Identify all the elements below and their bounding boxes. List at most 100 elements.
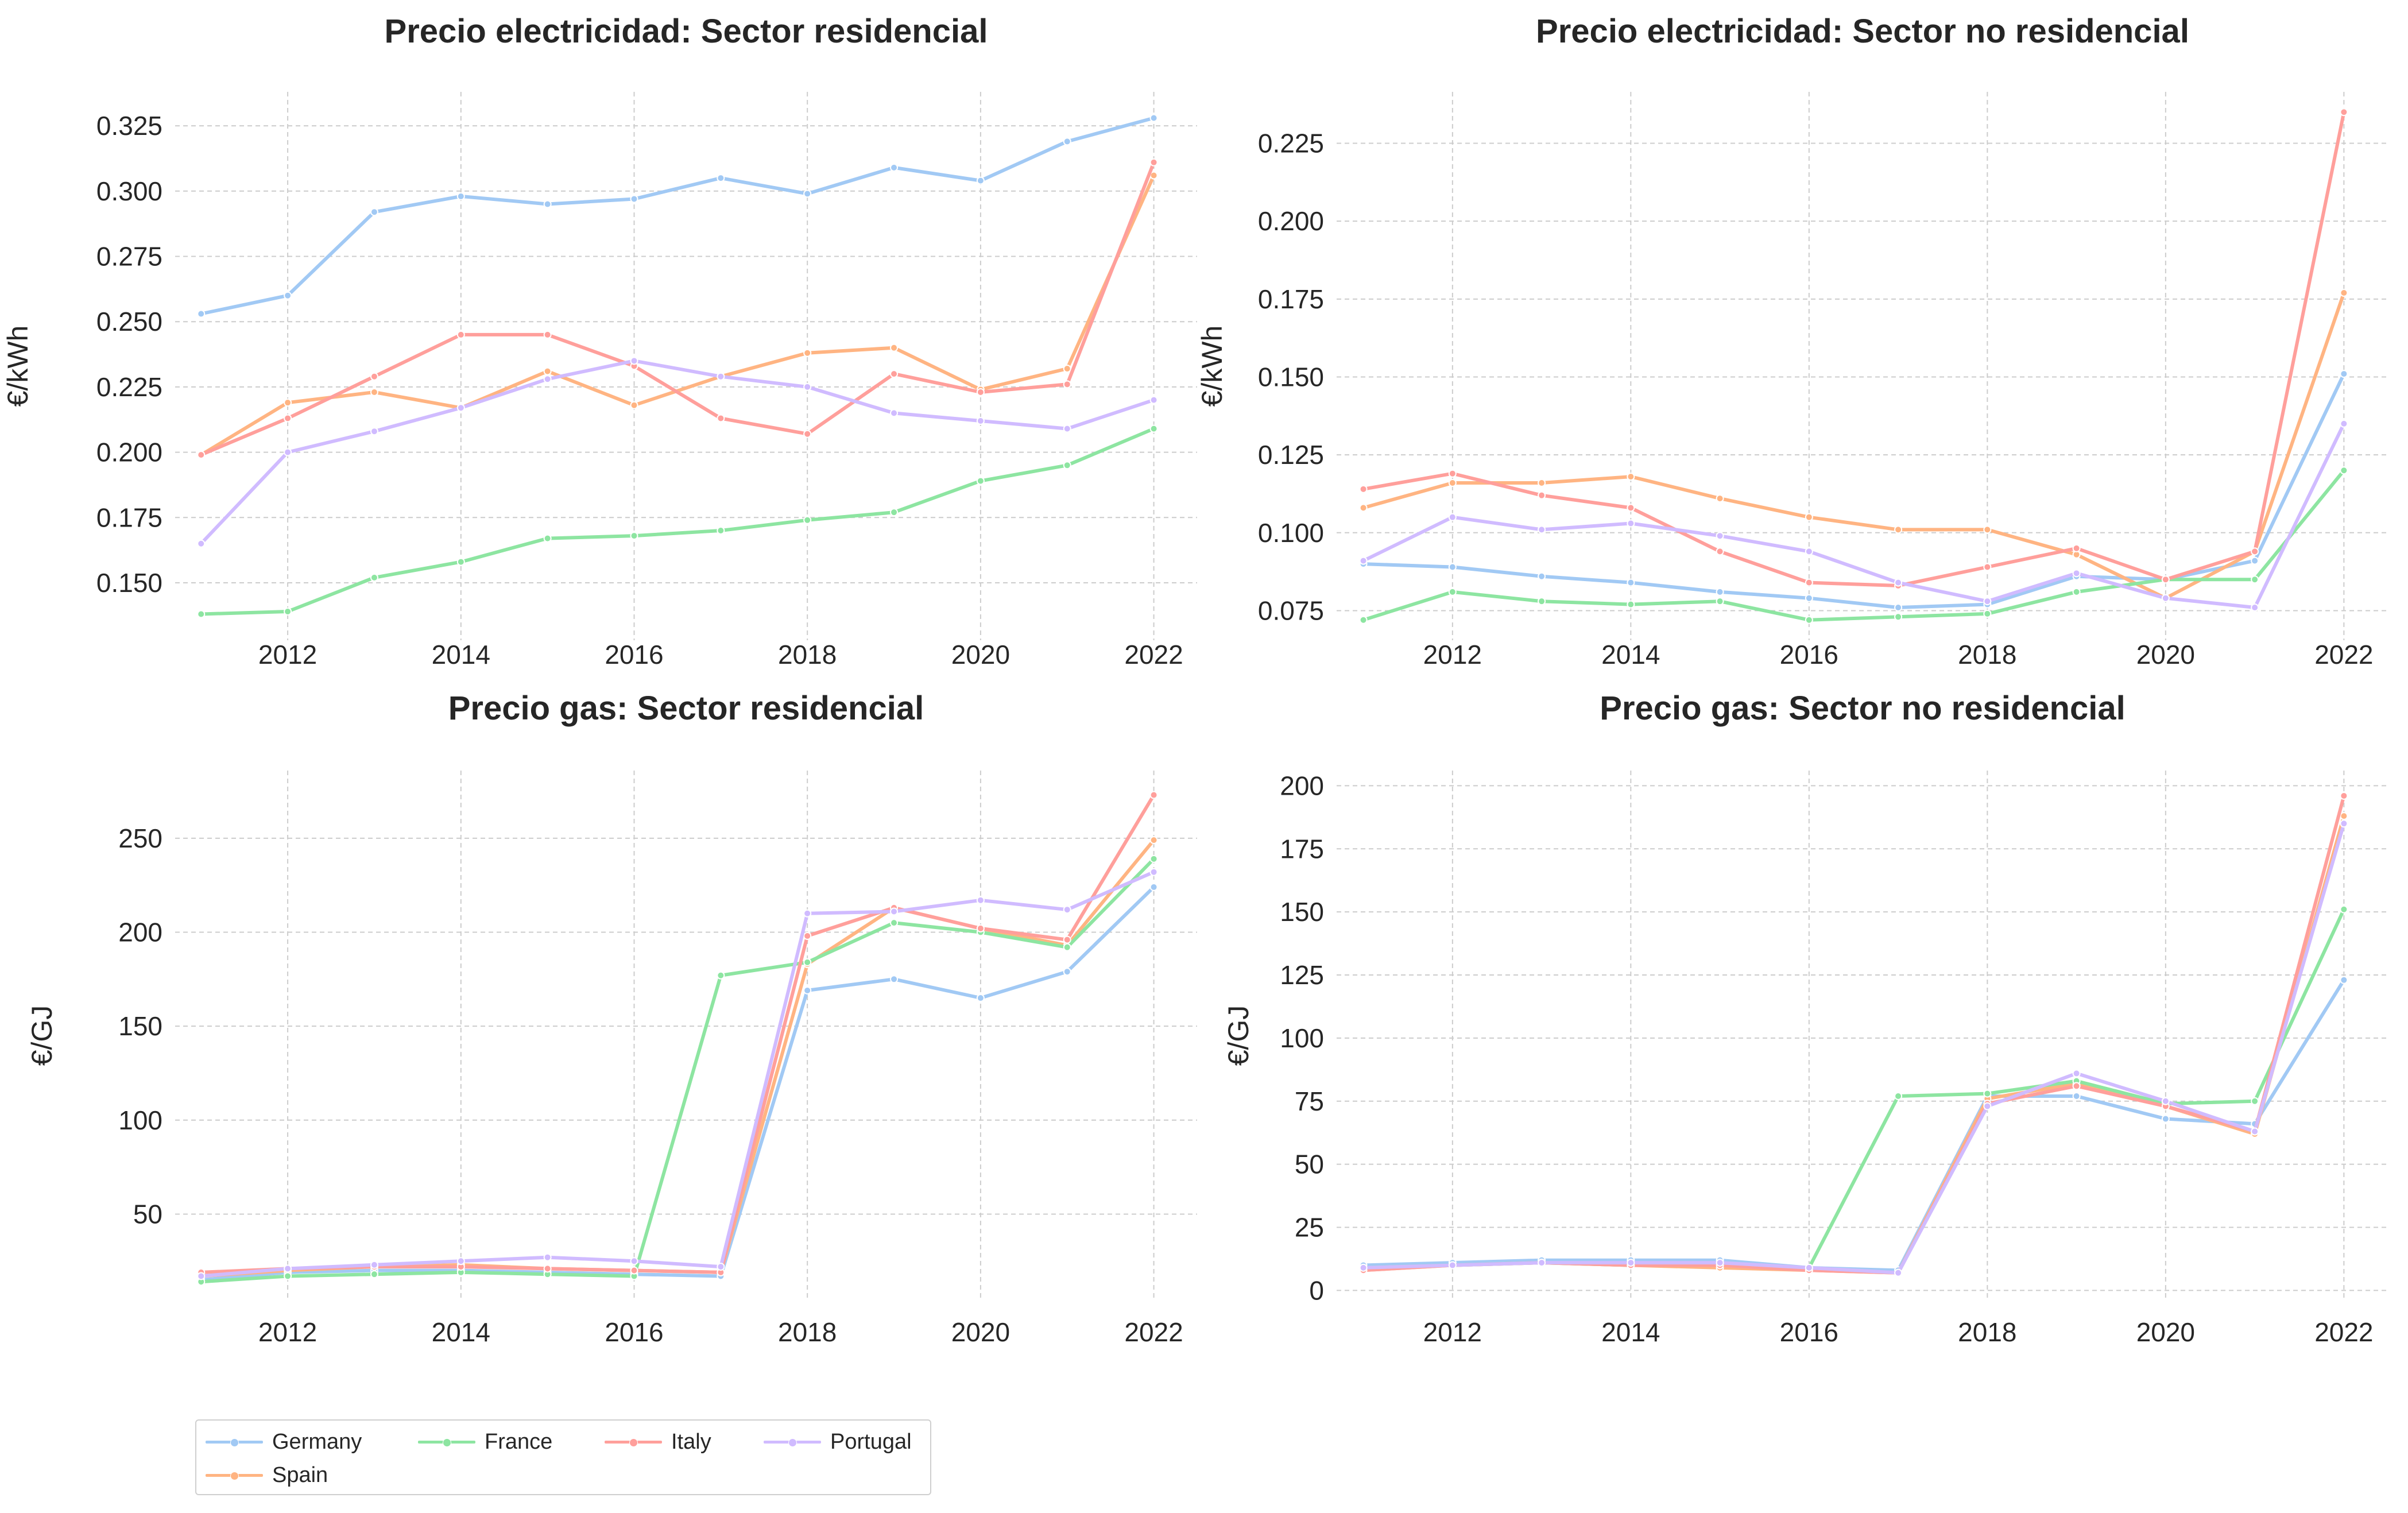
x-tick-label: 2018 [778, 640, 837, 670]
legend-label-italy: Italy [671, 1429, 711, 1454]
data-point-portugal [717, 372, 725, 381]
data-point-portugal [2072, 569, 2081, 578]
legend-swatch-italy [599, 1429, 668, 1455]
data-point-germany [1627, 578, 1635, 587]
data-point-germany [1063, 968, 1071, 976]
series-line-portugal [1361, 822, 2346, 1275]
data-point-portugal [1627, 1259, 1635, 1267]
data-point-italy [1805, 578, 1813, 587]
data-point-france [1983, 609, 1992, 618]
data-point-portugal [543, 375, 552, 384]
data-point-france [630, 532, 638, 540]
series-line-portugal [199, 359, 1156, 545]
x-tick-label: 2020 [2136, 1317, 2195, 1347]
data-point-italy [890, 370, 899, 378]
chart-title: Precio gas: Sector residencial [448, 690, 924, 727]
data-point-spain [1805, 513, 1813, 521]
y-tick-label: 25 [1295, 1213, 1324, 1243]
data-point-france [284, 1272, 292, 1280]
series-spain [1359, 812, 2348, 1277]
series-line-france [1361, 907, 2346, 1270]
series-line-germany [199, 116, 1156, 316]
data-point-france [1627, 600, 1635, 609]
data-point-france [2251, 575, 2259, 584]
data-point-germany [976, 994, 985, 1003]
data-point-germany [1149, 114, 1158, 122]
legend-entry-portugal: Portugal [758, 1429, 912, 1455]
data-point-italy [1627, 504, 1635, 512]
x-tick-label: 2012 [1423, 640, 1482, 670]
data-point-germany [1149, 883, 1158, 891]
data-point-france [1805, 616, 1813, 624]
data-point-spain [1149, 836, 1158, 845]
series-line-italy [1361, 794, 2346, 1275]
legend-label-portugal: Portugal [830, 1429, 912, 1454]
data-point-germany [1805, 594, 1813, 602]
chart-panel-gas-residential: 2012 2014 2016 2018 2020 2022 50 100 150 200 250 Pr… [26, 690, 1197, 1347]
data-point-france [976, 477, 985, 485]
data-point-portugal [543, 1253, 552, 1262]
data-point-italy [1149, 158, 1158, 167]
legend-entry-germany: Germany [200, 1429, 362, 1455]
data-point-italy [2161, 575, 2170, 584]
data-point-germany [2072, 1092, 2081, 1100]
series-spain [197, 171, 1158, 459]
data-point-portugal [1805, 547, 1813, 556]
data-point-germany [456, 192, 465, 200]
y-tick-label: 0.250 [96, 307, 162, 336]
data-point-spain [1627, 473, 1635, 481]
data-point-portugal [890, 409, 899, 417]
data-point-spain [1359, 504, 1368, 512]
x-tick-label: 2014 [432, 640, 490, 670]
data-point-spain [630, 401, 638, 409]
y-axis-label: €/kWh [2, 326, 34, 407]
y-tick-label: 0.125 [1258, 440, 1324, 470]
legend-entry-spain: Spain [200, 1462, 328, 1488]
data-point-portugal [803, 909, 812, 918]
data-point-germany [1063, 137, 1071, 146]
data-point-portugal [1448, 1261, 1457, 1270]
data-point-france [1063, 461, 1071, 470]
data-point-portugal [1149, 868, 1158, 876]
y-axis-label: €/GJ [1222, 1005, 1255, 1066]
y-tick-label: 0.325 [96, 111, 162, 141]
data-point-italy [2251, 547, 2259, 556]
x-tick-label: 2020 [2136, 640, 2195, 670]
x-tick-label: 2012 [258, 640, 317, 670]
series-line-germany [199, 885, 1156, 1282]
data-point-italy [2072, 544, 2081, 552]
series-line-spain [1361, 291, 2346, 600]
x-tick-label: 2020 [951, 640, 1010, 670]
x-tick-label: 2016 [605, 1317, 663, 1347]
series-germany [1359, 976, 2348, 1275]
series-line-france [1361, 469, 2346, 622]
data-point-portugal [456, 404, 465, 412]
legend-swatch-spain [200, 1462, 269, 1488]
data-point-france [197, 610, 206, 618]
legend-swatch-france [412, 1429, 481, 1455]
data-point-germany [1894, 603, 1903, 612]
data-point-italy [1716, 547, 1724, 556]
y-tick-label: 0.200 [96, 438, 162, 467]
series-portugal [197, 357, 1158, 548]
series-line-portugal [199, 870, 1156, 1278]
data-point-portugal [803, 382, 812, 391]
data-point-portugal [2340, 419, 2348, 428]
x-tick-label: 2022 [2314, 1317, 2373, 1347]
y-tick-label: 0.300 [96, 176, 162, 206]
y-tick-label: 100 [118, 1105, 162, 1135]
chart-panel-electricity-nonresidential: 2012 2014 2016 2018 2020 2022 0.075 0.100 0.125 0… [1196, 13, 2388, 670]
x-tick-label: 2016 [1780, 640, 1838, 670]
data-point-portugal [1448, 513, 1457, 521]
legend-entry-italy: Italy [599, 1429, 711, 1455]
x-tick-label: 2014 [432, 1317, 490, 1347]
data-point-germany [2251, 556, 2259, 565]
data-point-italy [1448, 469, 1457, 478]
data-point-spain [1894, 525, 1903, 534]
data-point-portugal [2161, 1097, 2170, 1105]
data-point-italy [543, 1264, 552, 1273]
y-tick-label: 0.075 [1258, 595, 1324, 625]
series-line-portugal [1361, 421, 2346, 609]
data-point-france [370, 1270, 378, 1279]
data-point-italy [976, 924, 985, 932]
